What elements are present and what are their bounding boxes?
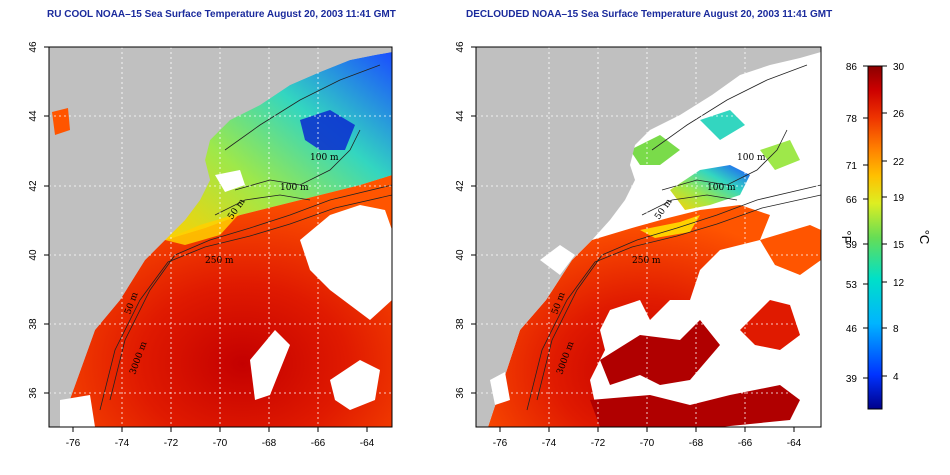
- coastline-land: [476, 47, 821, 427]
- lat-tick: 38: [28, 318, 39, 330]
- lon-tick: -72: [164, 438, 179, 449]
- colorbar-scale: [867, 65, 883, 410]
- cool-shelf-water: [165, 52, 392, 240]
- fahrenheit-tick: 46: [846, 324, 858, 335]
- lat-tick: 46: [455, 41, 466, 53]
- lon-tick: -74: [115, 438, 130, 449]
- lon-tick: -76: [66, 438, 81, 449]
- celsius-tick: 30: [893, 62, 905, 73]
- fahrenheit-tick: 53: [846, 280, 858, 291]
- lat-tick: 44: [455, 110, 466, 122]
- warm-ocean: [488, 205, 770, 427]
- celsius-tick: 19: [893, 193, 905, 204]
- lon-tick: -70: [213, 438, 228, 449]
- fahrenheit-tick: 66: [846, 195, 858, 206]
- lon-tick: -68: [689, 438, 704, 449]
- lat-tick: 42: [455, 180, 466, 192]
- contour-label: 250 m: [205, 256, 234, 266]
- lat-tick: 38: [455, 318, 466, 330]
- fahrenheit-unit-label: °F: [839, 230, 854, 243]
- contour-label: 100 m: [310, 153, 339, 163]
- lat-tick: 36: [455, 387, 466, 399]
- lat-tick: 36: [28, 387, 39, 399]
- celsius-tick: 12: [893, 278, 905, 289]
- celsius-tick: 4: [893, 372, 899, 383]
- lon-tick: -68: [262, 438, 277, 449]
- fahrenheit-tick: 39: [846, 374, 858, 385]
- left-panel-title: RU COOL NOAA–15 Sea Surface Temperature …: [47, 9, 396, 20]
- lon-tick: -64: [787, 438, 802, 449]
- contour-label: 100 m: [707, 183, 736, 193]
- celsius-tick: 26: [893, 109, 905, 120]
- fahrenheit-tick: 71: [846, 161, 858, 172]
- contour-label: 100 m: [737, 153, 766, 163]
- contour-label: 250 m: [632, 256, 661, 266]
- map-grid: [49, 47, 392, 427]
- lat-tick: 46: [28, 41, 39, 53]
- celsius-tick: 15: [893, 240, 905, 251]
- celsius-tick: 22: [893, 157, 905, 168]
- lat-tick: 44: [28, 110, 39, 122]
- cloud-patch: [300, 205, 392, 320]
- left-map: 100 m 100 m 50 m 250 m 50 m 3000 m -76 -…: [28, 41, 393, 449]
- contour-label: 100 m: [280, 183, 309, 193]
- right-map: 100 m 100 m 50 m 250 m 50 m 3000 m -76 -…: [455, 41, 822, 449]
- lat-tick: 42: [28, 180, 39, 192]
- cool-shelf-water: [670, 165, 750, 210]
- lon-tick: -66: [311, 438, 326, 449]
- lat-tick: 40: [455, 249, 466, 261]
- lon-tick: -76: [493, 438, 508, 449]
- lon-tick: -70: [640, 438, 655, 449]
- lon-tick: -66: [738, 438, 753, 449]
- lon-tick: -64: [360, 438, 375, 449]
- celsius-tick: 8: [893, 324, 899, 335]
- right-panel-title: DECLOUDED NOAA–15 Sea Surface Temperatur…: [466, 9, 833, 20]
- fahrenheit-tick: 59: [846, 240, 858, 251]
- right-map-frame: [475, 46, 822, 428]
- fahrenheit-tick: 86: [846, 62, 858, 73]
- map-grid: [476, 47, 821, 427]
- bathymetry-contours: [526, 64, 821, 411]
- fahrenheit-tick: 78: [846, 114, 858, 125]
- celsius-unit-label: °C: [917, 230, 932, 245]
- colorbar: 86 78 71 66 59 53 46 39 30 26 22 19 15 1…: [839, 62, 932, 410]
- coastline-land: [49, 47, 392, 427]
- lon-tick: -74: [542, 438, 557, 449]
- lat-tick: 40: [28, 249, 39, 261]
- lon-tick: -72: [591, 438, 606, 449]
- bathymetry-contours: [99, 64, 392, 411]
